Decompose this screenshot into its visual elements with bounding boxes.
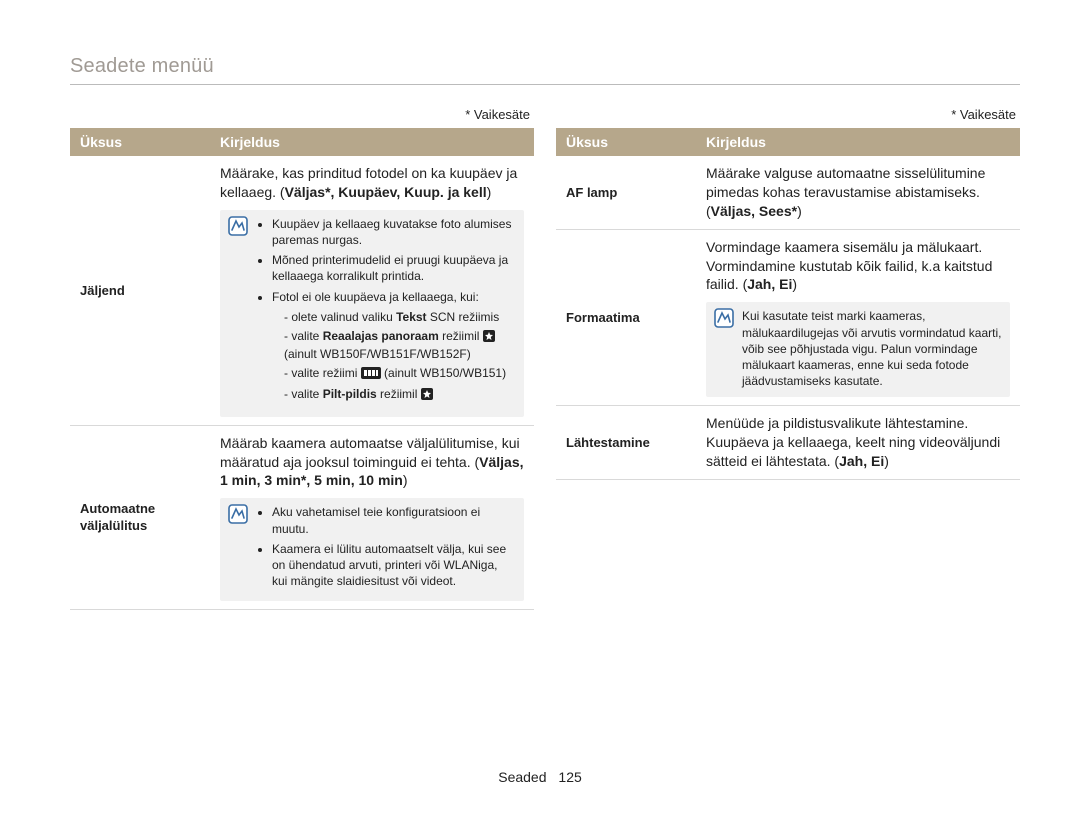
text: ) — [797, 203, 802, 219]
note-icon — [228, 504, 248, 593]
footer-section: Seaded — [498, 769, 546, 785]
note-list: Kuupäev ja kellaaeg kuvatakse foto alumi… — [256, 216, 516, 409]
star-icon — [421, 388, 433, 404]
list-item: Fotol ei ole kuupäeva ja kellaaega, kui:… — [272, 289, 516, 405]
left-column: * Vaikesäte Üksus Kirjeldus Jäljend Määr… — [70, 107, 534, 610]
table-row: Automaatne väljalülitus Määrab kaamera a… — [70, 425, 534, 610]
desc-lahtestamine: Menüüde ja pildistusvalikute lähtestamin… — [696, 406, 1020, 480]
list-item: Kaamera ei lülitu automaatselt välja, ku… — [272, 541, 516, 590]
table-row: Formaatima Vormindage kaamera sisemälu j… — [556, 229, 1020, 406]
item-lahtestamine: Lähtestamine — [556, 406, 696, 480]
note-box: Kui kasutate teist marki kaameras, mäluk… — [706, 302, 1010, 397]
th-desc: Kirjeldus — [210, 128, 534, 156]
text-bold: Jah, Ei — [839, 453, 884, 469]
list-item: olete valinud valiku Tekst SCN režiimis — [284, 309, 516, 325]
star-icon — [483, 330, 495, 346]
item-jaljend: Jäljend — [70, 156, 210, 425]
desc-aflamp: Määrake valguse automaatne sisselülitumi… — [696, 156, 1020, 229]
footer: Seaded 125 — [0, 769, 1080, 785]
item-formaatima: Formaatima — [556, 229, 696, 406]
note-icon — [714, 308, 734, 389]
table-row: Lähtestamine Menüüde ja pildistusvalikut… — [556, 406, 1020, 480]
text: ) — [487, 184, 492, 200]
default-note-left: * Vaikesäte — [70, 107, 530, 122]
sublist: olete valinud valiku Tekst SCN režiimis … — [272, 309, 516, 405]
th-desc: Kirjeldus — [696, 128, 1020, 156]
text-bold: Väljas, Sees* — [711, 203, 797, 219]
text: Määrab kaamera automaatse väljalülitumis… — [220, 435, 520, 470]
text: ) — [884, 453, 889, 469]
th-item: Üksus — [70, 128, 210, 156]
list-item: valite Pilt-pildis režiimil — [284, 386, 516, 404]
note-list: Aku vahetamisel teie konfiguratsioon ei … — [256, 504, 516, 593]
text: ) — [792, 276, 797, 292]
list-item: valite Reaalajas panoraam režiimil (ainu… — [284, 328, 516, 362]
note-box: Aku vahetamisel teie konfiguratsioon ei … — [220, 498, 524, 601]
th-item: Üksus — [556, 128, 696, 156]
default-note-right: * Vaikesäte — [556, 107, 1016, 122]
page: Seadete menüü * Vaikesäte Üksus Kirjeldu… — [0, 0, 1080, 610]
desc-jaljend: Määrake, kas prinditud fotodel on ka kuu… — [210, 156, 534, 425]
note-box: Kuupäev ja kellaaeg kuvatakse foto alumi… — [220, 210, 524, 417]
text: ) — [403, 472, 408, 488]
table-row: AF lamp Määrake valguse automaatne sisse… — [556, 156, 1020, 229]
right-column: * Vaikesäte Üksus Kirjeldus AF lamp Määr… — [556, 107, 1020, 610]
desc-formaatima: Vormindage kaamera sisemälu ja mälukaart… — [696, 229, 1020, 406]
item-aflamp: AF lamp — [556, 156, 696, 229]
title-rule — [70, 84, 1020, 85]
desc-auto: Määrab kaamera automaatse väljalülitumis… — [210, 425, 534, 610]
page-title: Seadete menüü — [70, 55, 1020, 78]
list-item: Aku vahetamisel teie konfiguratsioon ei … — [272, 504, 516, 536]
burst-icon — [361, 367, 381, 383]
list-item: valite režiimi (ainult WB150/WB151) — [284, 365, 516, 383]
text-bold: Jah, Ei — [747, 276, 792, 292]
item-auto: Automaatne väljalülitus — [70, 425, 210, 610]
list-item: Mõned printerimudelid ei pruugi kuupäeva… — [272, 252, 516, 284]
footer-page: 125 — [558, 769, 581, 785]
list-item: Kuupäev ja kellaaeg kuvatakse foto alumi… — [272, 216, 516, 248]
right-table: Üksus Kirjeldus AF lamp Määrake valguse … — [556, 128, 1020, 480]
note-text: Kui kasutate teist marki kaameras, mäluk… — [742, 308, 1002, 389]
text-bold: Väljas*, Kuupäev, Kuup. ja kell — [285, 184, 487, 200]
text: Fotol ei ole kuupäeva ja kellaaega, kui: — [272, 290, 479, 304]
columns: * Vaikesäte Üksus Kirjeldus Jäljend Määr… — [70, 107, 1020, 610]
table-row: Jäljend Määrake, kas prinditud fotodel o… — [70, 156, 534, 425]
note-icon — [228, 216, 248, 409]
left-table: Üksus Kirjeldus Jäljend Määrake, kas pri… — [70, 128, 534, 610]
